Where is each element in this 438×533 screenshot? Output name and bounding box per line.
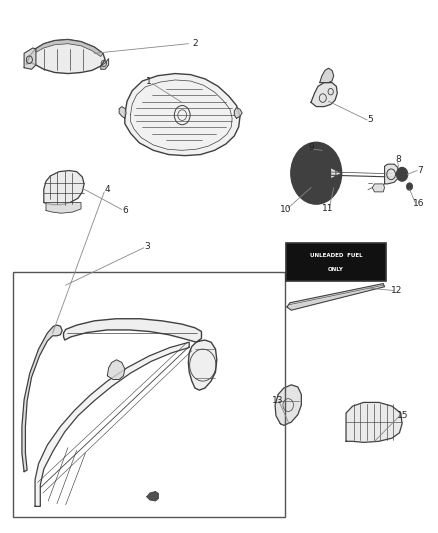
Text: 12: 12 — [391, 286, 402, 295]
Polygon shape — [275, 385, 301, 425]
Polygon shape — [46, 203, 81, 213]
Polygon shape — [311, 83, 337, 107]
Polygon shape — [287, 284, 385, 310]
Text: 3: 3 — [144, 242, 150, 251]
Polygon shape — [385, 164, 399, 184]
Text: 4: 4 — [105, 185, 110, 194]
Polygon shape — [125, 74, 240, 156]
Polygon shape — [234, 108, 242, 118]
FancyBboxPatch shape — [286, 243, 386, 281]
Polygon shape — [34, 39, 103, 56]
Circle shape — [399, 171, 405, 178]
Text: 7: 7 — [417, 166, 424, 175]
Polygon shape — [119, 107, 126, 118]
Text: 15: 15 — [397, 411, 409, 420]
Text: 6: 6 — [122, 206, 128, 215]
Polygon shape — [372, 184, 385, 192]
Polygon shape — [320, 68, 334, 83]
Polygon shape — [35, 342, 189, 506]
Text: 8: 8 — [396, 156, 402, 164]
Polygon shape — [26, 39, 105, 74]
Polygon shape — [188, 340, 217, 390]
Text: 9: 9 — [308, 143, 314, 152]
Polygon shape — [346, 402, 402, 442]
Polygon shape — [331, 168, 342, 179]
Polygon shape — [22, 325, 62, 472]
Text: ONLY: ONLY — [328, 267, 344, 272]
Polygon shape — [147, 491, 159, 501]
Text: 10: 10 — [280, 205, 291, 214]
Text: 1: 1 — [146, 77, 152, 85]
Text: UNLEADED  FUEL: UNLEADED FUEL — [310, 253, 363, 257]
Circle shape — [291, 142, 342, 204]
Polygon shape — [64, 319, 201, 342]
Text: 13: 13 — [272, 397, 284, 405]
Circle shape — [406, 183, 413, 190]
Polygon shape — [101, 59, 109, 69]
Polygon shape — [44, 171, 84, 205]
Polygon shape — [24, 48, 36, 69]
Bar — [13, 272, 285, 517]
Text: 5: 5 — [367, 116, 373, 124]
Text: 2: 2 — [192, 39, 198, 48]
Polygon shape — [107, 360, 125, 379]
Text: 16: 16 — [413, 199, 424, 208]
Circle shape — [396, 167, 408, 181]
Text: 11: 11 — [322, 205, 333, 213]
